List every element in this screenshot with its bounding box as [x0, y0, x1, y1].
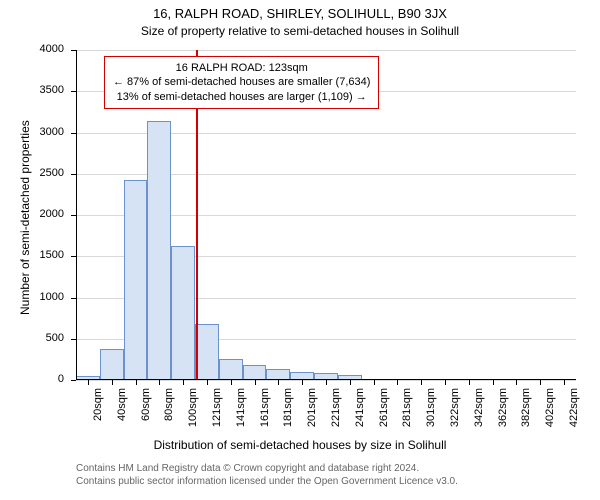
x-axis-label: Distribution of semi-detached houses by … — [0, 438, 600, 452]
x-tick-mark — [493, 380, 494, 385]
x-tick-label: 60sqm — [140, 388, 152, 438]
y-axis-line — [76, 50, 77, 380]
x-tick-label: 422sqm — [568, 388, 580, 438]
histogram-bar — [100, 349, 124, 380]
x-tick-label: 121sqm — [211, 388, 223, 438]
y-tick-mark — [71, 380, 76, 381]
callout-box: 16 RALPH ROAD: 123sqm ← 87% of semi-deta… — [104, 56, 379, 109]
y-tick-label: 3000 — [0, 126, 64, 138]
y-tick-mark — [71, 339, 76, 340]
title-line-1: 16, RALPH ROAD, SHIRLEY, SOLIHULL, B90 3… — [0, 6, 600, 21]
x-tick-mark — [278, 380, 279, 385]
x-tick-mark — [374, 380, 375, 385]
x-tick-mark — [421, 380, 422, 385]
y-tick-mark — [71, 256, 76, 257]
x-tick-mark — [469, 380, 470, 385]
x-tick-label: 281sqm — [401, 388, 413, 438]
x-tick-mark — [516, 380, 517, 385]
x-tick-mark — [350, 380, 351, 385]
callout-line-1: 16 RALPH ROAD: 123sqm — [113, 61, 370, 75]
x-tick-label: 181sqm — [282, 388, 294, 438]
x-tick-mark — [255, 380, 256, 385]
y-tick-mark — [71, 133, 76, 134]
x-tick-mark — [302, 380, 303, 385]
y-tick-mark — [71, 91, 76, 92]
x-tick-label: 322sqm — [449, 388, 461, 438]
histogram-bar — [219, 359, 243, 380]
histogram-bar — [171, 246, 195, 380]
y-tick-label: 2000 — [0, 208, 64, 220]
x-tick-label: 301sqm — [425, 388, 437, 438]
x-tick-mark — [112, 380, 113, 385]
x-tick-mark — [231, 380, 232, 385]
y-tick-mark — [71, 174, 76, 175]
title-line-2: Size of property relative to semi-detach… — [0, 24, 600, 38]
y-tick-mark — [71, 50, 76, 51]
x-tick-label: 141sqm — [235, 388, 247, 438]
y-tick-label: 4000 — [0, 43, 64, 55]
x-tick-mark — [445, 380, 446, 385]
x-tick-mark — [564, 380, 565, 385]
histogram-bar — [195, 324, 219, 380]
histogram-bar — [147, 121, 171, 380]
x-tick-label: 40sqm — [116, 388, 128, 438]
y-tick-mark — [71, 298, 76, 299]
x-tick-mark — [183, 380, 184, 385]
x-tick-mark — [540, 380, 541, 385]
histogram-bar — [243, 365, 267, 380]
y-tick-label: 3500 — [0, 84, 64, 96]
x-tick-mark — [159, 380, 160, 385]
footer-attribution: Contains HM Land Registry data © Crown c… — [76, 462, 458, 488]
x-tick-label: 382sqm — [520, 388, 532, 438]
y-tick-label: 2500 — [0, 167, 64, 179]
footer-line-1: Contains HM Land Registry data © Crown c… — [76, 462, 458, 475]
x-tick-mark — [207, 380, 208, 385]
callout-line-3: 13% of semi-detached houses are larger (… — [113, 90, 370, 104]
x-tick-label: 342sqm — [473, 388, 485, 438]
y-tick-label: 500 — [0, 332, 64, 344]
y-tick-label: 1000 — [0, 291, 64, 303]
callout-line-2: ← 87% of semi-detached houses are smalle… — [113, 75, 370, 89]
x-tick-label: 241sqm — [354, 388, 366, 438]
y-tick-label: 0 — [0, 373, 64, 385]
x-tick-label: 20sqm — [92, 388, 104, 438]
footer-line-2: Contains public sector information licen… — [76, 475, 458, 488]
x-tick-label: 402sqm — [544, 388, 556, 438]
x-tick-mark — [397, 380, 398, 385]
gridline — [76, 50, 576, 51]
x-tick-mark — [326, 380, 327, 385]
x-tick-label: 261sqm — [378, 388, 390, 438]
x-tick-label: 100sqm — [187, 388, 199, 438]
x-tick-label: 80sqm — [163, 388, 175, 438]
x-tick-mark — [136, 380, 137, 385]
x-tick-label: 362sqm — [497, 388, 509, 438]
y-tick-label: 1500 — [0, 249, 64, 261]
x-tick-mark — [88, 380, 89, 385]
x-tick-label: 221sqm — [330, 388, 342, 438]
y-tick-mark — [71, 215, 76, 216]
x-tick-label: 161sqm — [259, 388, 271, 438]
histogram-bar — [124, 180, 148, 380]
x-tick-label: 201sqm — [306, 388, 318, 438]
